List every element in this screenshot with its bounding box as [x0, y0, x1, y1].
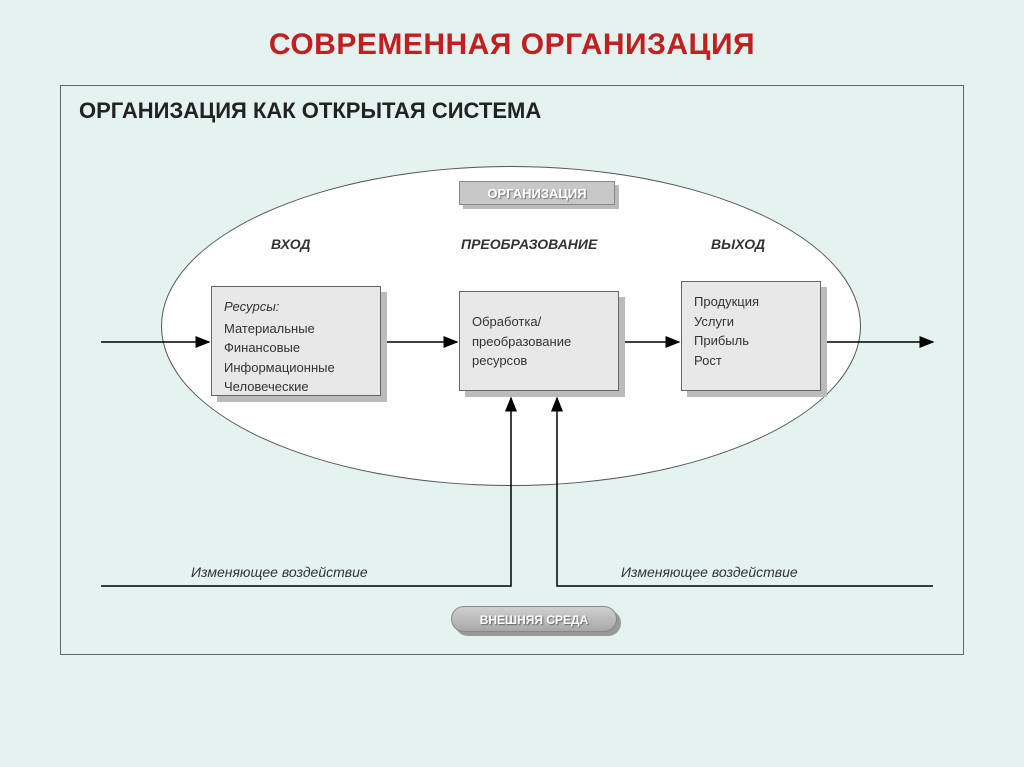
output-line-3: Рост [694, 351, 808, 371]
transform-line-2: ресурсов [472, 351, 606, 371]
column-label-input: ВХОД [271, 236, 311, 252]
input-box-header: Ресурсы: [224, 297, 368, 317]
column-label-transform: ПРЕОБРАЗОВАНИЕ [461, 236, 597, 252]
output-line-0: Продукция [694, 292, 808, 312]
organization-badge-label: ОРГАНИЗАЦИЯ [459, 181, 615, 205]
environment-badge: ВНЕШНЯЯ СРЕДА [451, 606, 621, 636]
input-line-3: Человеческие [224, 377, 368, 397]
outer-frame: ОРГАНИЗАЦИЯ КАК ОТКРЫТАЯ СИСТЕМА ОРГАНИЗ… [60, 85, 964, 655]
feedback-label-left: Изменяющее воздействие [191, 564, 368, 580]
input-line-0: Материальные [224, 319, 368, 339]
transform-line-0: Обработка/ [472, 312, 606, 332]
main-title: СОВРЕМЕННАЯ ОРГАНИЗАЦИЯ [0, 0, 1024, 62]
input-line-1: Финансовые [224, 338, 368, 358]
feedback-label-right: Изменяющее воздействие [621, 564, 798, 580]
output-line-2: Прибыль [694, 331, 808, 351]
environment-badge-label: ВНЕШНЯЯ СРЕДА [451, 606, 617, 632]
subtitle: ОРГАНИЗАЦИЯ КАК ОТКРЫТАЯ СИСТЕМА [61, 86, 963, 124]
transform-line-1: преобразование [472, 332, 606, 352]
input-line-2: Информационные [224, 358, 368, 378]
organization-badge: ОРГАНИЗАЦИЯ [459, 181, 619, 209]
column-label-output: ВЫХОД [711, 236, 765, 252]
output-line-1: Услуги [694, 312, 808, 332]
